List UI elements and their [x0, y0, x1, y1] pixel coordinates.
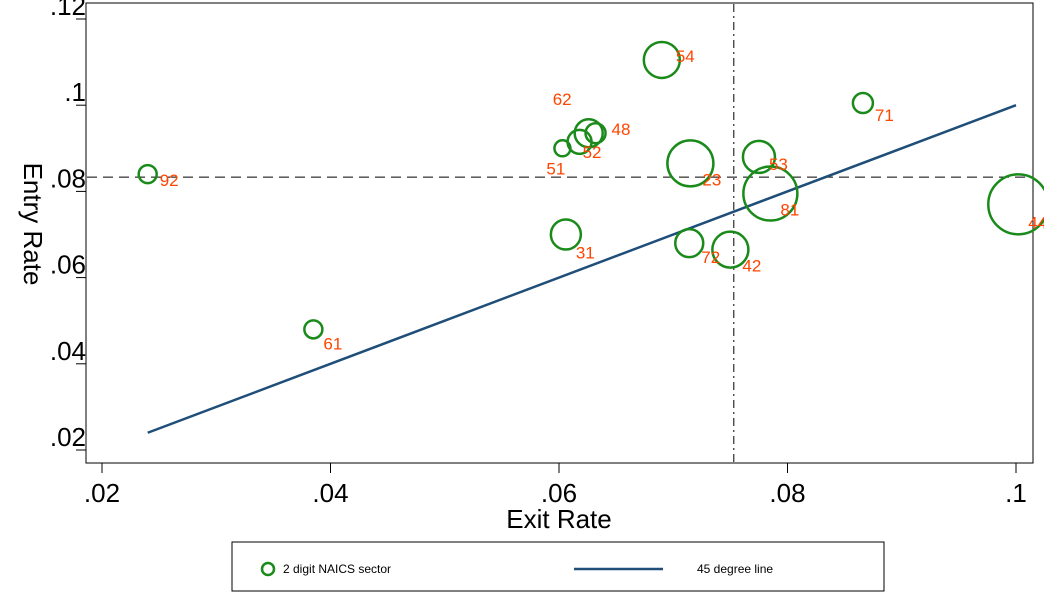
data-point-53: [741, 139, 777, 175]
x-axis: .02 .04 .06 .08 .1: [84, 463, 1027, 508]
point-label-61: 61: [323, 334, 342, 353]
legend-label-sector: 2 digit NAICS sector: [283, 562, 391, 576]
y-axis: .02 .04 .06 .08 .1 .12: [50, 0, 86, 452]
y-tick-label: .08: [50, 163, 86, 193]
diagonal-line: [147, 104, 1017, 434]
point-label-23: 23: [702, 170, 721, 189]
x-tick-label: .06: [541, 478, 577, 508]
point-label-51: 51: [546, 159, 565, 178]
data-point-23: [666, 139, 715, 188]
point-label-48: 48: [612, 120, 631, 139]
y-tick-label: .1: [64, 77, 86, 107]
point-label-81: 81: [780, 201, 799, 220]
x-tick-label: .1: [1005, 478, 1027, 508]
point-label-62: 62: [553, 90, 572, 109]
data-point-72: [673, 227, 705, 259]
y-tick-label: .04: [50, 336, 86, 366]
point-label-31: 31: [576, 244, 595, 263]
x-tick-label: .02: [84, 478, 120, 508]
plot-area: [85, 2, 1034, 464]
point-label-71: 71: [875, 106, 894, 125]
point-label-52: 52: [583, 143, 602, 162]
data-point-62: [573, 117, 604, 149]
y-tick-label: .06: [50, 250, 86, 280]
legend-label-45-line: 45 degree line: [697, 562, 773, 576]
point-label-72: 72: [701, 248, 720, 267]
legend: 2 digit NAICS sector 45 degree line: [231, 541, 885, 592]
series-45-degree-line: [147, 104, 1017, 434]
series-naics-sectors: [137, 40, 1044, 340]
x-tick-label: .08: [769, 478, 805, 508]
y-tick-label: .12: [50, 0, 86, 21]
data-point-48: [584, 121, 607, 145]
legend-box: [231, 541, 885, 592]
data-point-31: [549, 218, 583, 251]
data-point-71: [851, 91, 875, 115]
data-point-54: [642, 40, 682, 80]
y-axis-title: Entry Rate: [18, 163, 48, 286]
point-label-54: 54: [676, 47, 695, 66]
point-labels: 92 61 51 52 62 48 31 54 23 72 42 53 81 71 44: [160, 47, 1044, 353]
data-point-61: [303, 319, 324, 340]
point-label-42: 42: [742, 257, 761, 276]
point-label-53: 53: [769, 155, 788, 174]
data-point-92: [137, 163, 158, 185]
point-label-92: 92: [160, 171, 179, 190]
data-point-42: [711, 230, 750, 269]
x-tick-label: .04: [312, 478, 348, 508]
x-axis-title: Exit Rate: [506, 504, 612, 534]
legend-marker-circle: [260, 561, 276, 577]
point-label-44: 44: [1028, 213, 1044, 232]
data-point-81: [742, 165, 799, 222]
y-tick-label: .02: [50, 422, 86, 452]
data-point-44: [987, 173, 1044, 236]
